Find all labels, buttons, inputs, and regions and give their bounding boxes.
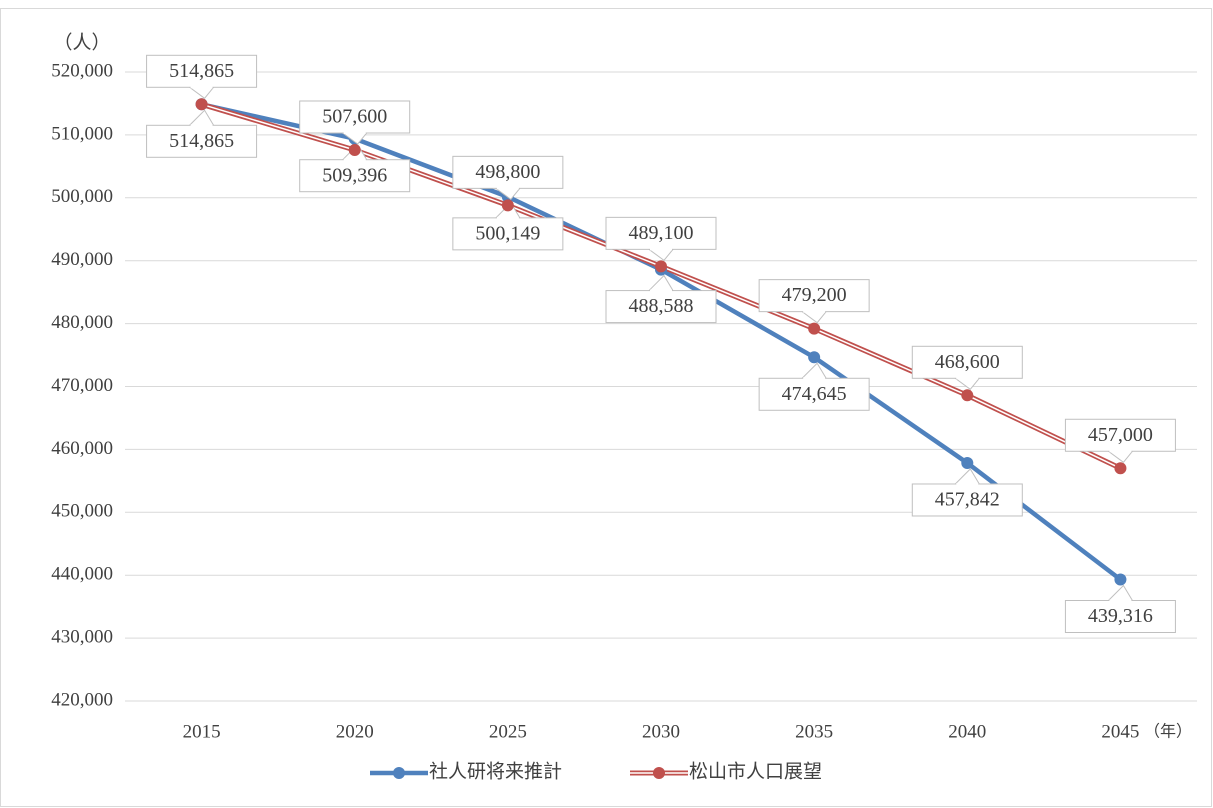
legend-marker xyxy=(653,767,665,779)
callout-join xyxy=(190,86,213,89)
data-label: 457,842 xyxy=(935,489,1000,511)
point-marker xyxy=(808,322,821,335)
y-tick-label: 460,000 xyxy=(51,438,113,459)
legend-marker xyxy=(393,767,405,779)
data-label: 489,100 xyxy=(629,222,694,244)
callout-box xyxy=(1064,600,1176,634)
data-label: 468,600 xyxy=(935,351,1000,373)
point-marker xyxy=(195,98,208,111)
callout-join xyxy=(956,482,979,485)
callout-box xyxy=(146,124,258,158)
y-axis-label: （人） xyxy=(53,31,110,53)
x-tick-label: 2025 xyxy=(489,721,527,742)
callout-join xyxy=(496,187,519,190)
callout-join xyxy=(1109,450,1132,453)
data-label: 509,396 xyxy=(322,164,387,186)
x-tick-label: 2040 xyxy=(948,721,986,742)
callout-join xyxy=(650,248,672,251)
point-marker xyxy=(808,351,821,364)
callout-join xyxy=(190,124,213,127)
callout-box xyxy=(911,345,1023,379)
data-label: 514,865 xyxy=(169,60,234,82)
callout-box xyxy=(605,290,717,324)
y-tick-label: 490,000 xyxy=(51,249,113,270)
x-tick-label: 2015 xyxy=(183,721,221,742)
point-marker xyxy=(501,199,514,212)
callout-box xyxy=(146,54,258,88)
point-marker xyxy=(655,260,667,273)
data-label: 500,149 xyxy=(475,222,540,244)
callout-box xyxy=(299,159,411,193)
callout-join xyxy=(803,310,826,313)
x-tick-label: 2035 xyxy=(795,721,833,742)
legend-label: 松山市人口展望 xyxy=(689,760,822,782)
y-tick-label: 520,000 xyxy=(51,60,113,81)
data-label: 507,600 xyxy=(322,106,387,128)
point-marker xyxy=(348,143,361,156)
legend-label: 社人研将来推計 xyxy=(429,760,562,782)
data-label: 457,000 xyxy=(1088,424,1153,446)
y-tick-label: 450,000 xyxy=(51,501,113,522)
x-tick-label: 2030 xyxy=(642,721,680,742)
callout-box xyxy=(911,483,1023,517)
data-label: 498,800 xyxy=(475,161,540,183)
callout-box xyxy=(452,217,564,251)
y-tick-label: 480,000 xyxy=(51,312,113,333)
callout-box xyxy=(605,216,717,250)
callout-box xyxy=(299,100,411,134)
callout-box xyxy=(452,155,564,189)
callout-join xyxy=(956,377,979,380)
callout-join xyxy=(343,131,366,134)
data-label: 514,865 xyxy=(169,130,234,152)
x-axis-label: （年） xyxy=(1144,723,1192,741)
callout-box xyxy=(758,279,870,313)
x-tick-label: 2045 xyxy=(1101,721,1139,742)
data-label: 474,645 xyxy=(782,383,847,405)
x-tick-label: 2020 xyxy=(336,721,374,742)
callout-box xyxy=(1064,418,1176,452)
point-marker xyxy=(961,456,974,469)
callout-join xyxy=(343,158,366,161)
point-marker xyxy=(1114,462,1127,475)
y-tick-label: 510,000 xyxy=(51,123,113,144)
y-tick-label: 440,000 xyxy=(51,564,113,585)
y-tick-label: 420,000 xyxy=(51,689,113,710)
y-tick-label: 430,000 xyxy=(51,626,113,647)
y-tick-label: 500,000 xyxy=(51,186,113,207)
y-tick-label: 470,000 xyxy=(51,375,113,396)
data-label: 479,200 xyxy=(782,284,847,306)
callout-join xyxy=(650,289,672,292)
data-label: 439,316 xyxy=(1088,605,1153,627)
callout-join xyxy=(1109,599,1132,602)
callout-join xyxy=(803,377,826,380)
callout-join xyxy=(496,216,519,219)
point-marker xyxy=(961,389,974,402)
point-marker xyxy=(1114,573,1127,586)
data-label: 488,588 xyxy=(629,295,694,317)
